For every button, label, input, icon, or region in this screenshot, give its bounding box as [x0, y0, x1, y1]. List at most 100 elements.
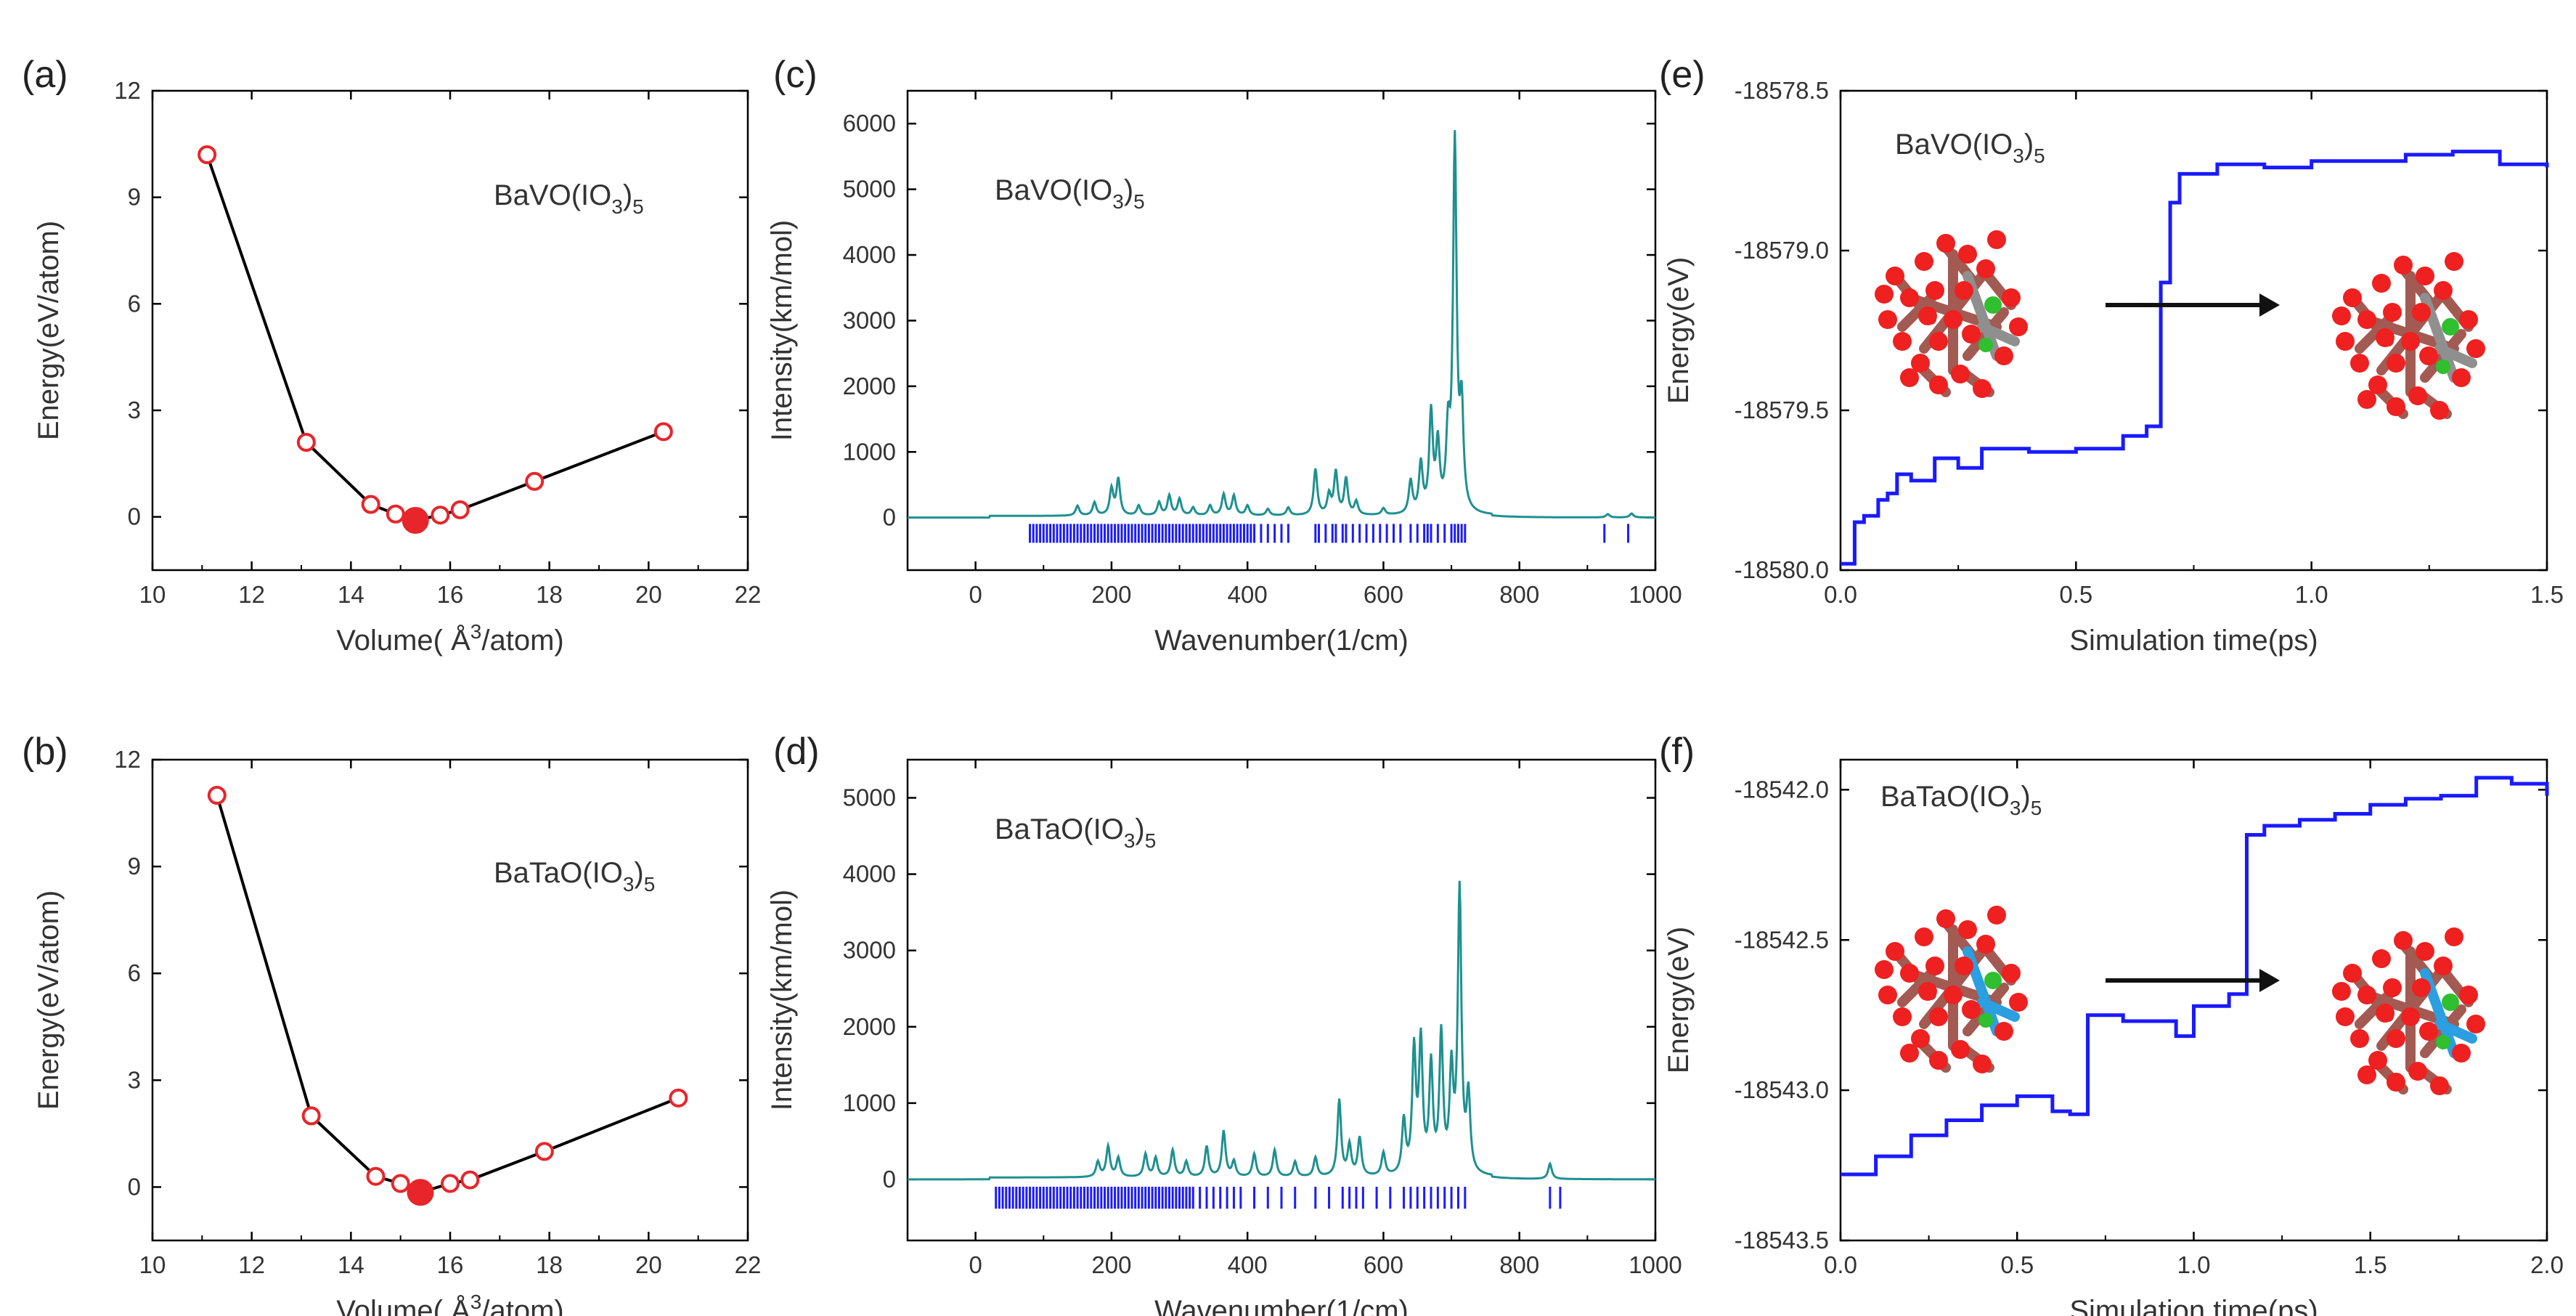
- y-tick-label: 0: [883, 504, 896, 531]
- x-tick-label: 0.5: [2000, 1251, 2034, 1278]
- oxygen-atom: [1878, 986, 1897, 1004]
- oxygen-atom: [1929, 1051, 1948, 1070]
- x-axis-label: Simulation time(ps): [2069, 625, 2318, 657]
- compound-label-sub2: 5: [2034, 145, 2045, 167]
- compound-label-sub: 3: [2010, 797, 2021, 819]
- y-tick-label: 0: [883, 1166, 896, 1193]
- y-tick-label: 0: [128, 1173, 141, 1200]
- x-tick-label: 400: [1228, 1251, 1268, 1278]
- green-atom: [2442, 994, 2459, 1011]
- oxygen-atom: [2445, 252, 2463, 271]
- compound-label-tail: ): [1124, 174, 1133, 206]
- oxygen-atom: [2387, 354, 2405, 373]
- x-tick-label: 10: [139, 581, 166, 608]
- oxygen-atom: [2376, 1004, 2394, 1023]
- data-point: [669, 1088, 688, 1108]
- oxygen-atom: [1918, 982, 1937, 1001]
- plot-frame: [151, 758, 749, 1242]
- compound-label-sub2: 5: [1145, 829, 1157, 852]
- oxygen-atom: [2430, 401, 2449, 420]
- x-axis-label-unit: Å: [451, 624, 470, 657]
- x-axis-label: Wavenumber(1/cm): [1154, 1295, 1409, 1316]
- y-tick-label: -18579.5: [1735, 397, 1829, 423]
- compound-label: BaVO(IO3)5: [494, 179, 644, 218]
- y-axis-label: Intensity(km/mol): [766, 890, 798, 1111]
- y-tick-label: -18543.5: [1735, 1227, 1829, 1254]
- metal-bond: [1977, 997, 2020, 1022]
- green-atom: [1978, 1013, 1993, 1028]
- panel-letter: (e): [1659, 54, 1705, 96]
- y-tick-label: 6000: [843, 110, 896, 137]
- ir-spectrum-line: [908, 130, 1655, 519]
- x-tick-label: 0.0: [1824, 581, 1857, 608]
- data-point: [525, 471, 545, 491]
- oxygen-atom: [2416, 942, 2434, 961]
- oxygen-atom: [1976, 259, 1995, 278]
- oxygen-atom: [2387, 1073, 2405, 1092]
- x-tick-label: 22: [735, 581, 762, 608]
- x-tick-label: 800: [1499, 581, 1539, 608]
- oxygen-atom: [2357, 986, 2376, 1004]
- oxygen-atom: [2387, 1029, 2405, 1048]
- x-axis-label: Wavenumber(1/cm): [1154, 625, 1409, 657]
- x-axis-label-part: /atom): [481, 1295, 563, 1316]
- y-tick-label: 3000: [843, 306, 896, 333]
- oxygen-atom: [1875, 285, 1894, 304]
- data-point: [391, 1174, 410, 1193]
- compound-label-sub: 3: [2013, 145, 2024, 167]
- oxygen-atom: [2408, 1062, 2427, 1081]
- oxygen-atom: [1987, 906, 2006, 925]
- oxygen-atom: [1973, 1055, 1992, 1073]
- x-tick-label: 18: [536, 1251, 563, 1278]
- compound-label: BaTaO(IO3)5: [1880, 781, 2042, 819]
- oxygen-atom: [1925, 281, 1944, 300]
- oxygen-atom: [1900, 368, 1919, 387]
- plot-frame: [906, 89, 1657, 572]
- y-axis-label: Energy(eV): [1663, 257, 1695, 404]
- oxygen-atom: [1900, 288, 1919, 307]
- oxygen-atom: [1987, 230, 2006, 249]
- green-atom: [1978, 338, 1993, 352]
- data-point: [386, 504, 405, 524]
- oxygen-atom: [2383, 978, 2402, 997]
- oxygen-atom: [2412, 303, 2431, 322]
- oxygen-atom: [2350, 354, 2369, 373]
- compound-label-main: BaTaO(IO: [494, 857, 623, 889]
- compound-label-main: BaVO(IO: [995, 174, 1112, 206]
- oxygen-atom: [2332, 306, 2351, 325]
- y-tick-label: 4000: [843, 241, 896, 268]
- y-tick-label: -18542.0: [1735, 776, 1829, 803]
- y-axis-label: Intensity(km/mol): [766, 220, 798, 442]
- oxygen-atom: [2419, 1022, 2438, 1041]
- oxygen-atom: [1911, 354, 1930, 373]
- oxygen-atom: [2376, 328, 2394, 347]
- data-point: [197, 145, 217, 164]
- oxygen-atom: [1955, 956, 1973, 975]
- y-tick-label: 4000: [843, 861, 896, 888]
- green-atom: [2442, 318, 2459, 336]
- panel-letter: (d): [773, 731, 820, 773]
- compound-label-sub: 3: [1112, 190, 1124, 213]
- x-tick-label: 20: [635, 1251, 662, 1278]
- x-tick-label: 12: [238, 581, 265, 608]
- plot-frame: [151, 89, 749, 572]
- panel-f: (f) 0.0 0.5 1.0 1.5 2.0 -18543.5 -18543.0 -18542…: [1659, 731, 2564, 1316]
- y-tick-label: 0: [128, 503, 141, 530]
- oxygen-atom: [2412, 978, 2431, 997]
- equilibrium-point: [407, 1179, 434, 1206]
- oxygen-atom: [2430, 1076, 2449, 1095]
- oxygen-atom: [1925, 956, 1944, 975]
- y-tick-label: 6: [128, 290, 141, 317]
- x-tick-label: 2.0: [2530, 1251, 2564, 1278]
- oxygen-atom: [1973, 379, 1992, 398]
- compound-label-sub: 3: [1124, 829, 1136, 852]
- y-tick-label: 12: [114, 746, 141, 773]
- data-point: [653, 422, 673, 442]
- y-tick-label: 2000: [843, 1013, 896, 1040]
- y-tick-label: 5000: [843, 784, 896, 811]
- panel-letter: (a): [22, 54, 68, 96]
- data-point: [460, 1170, 480, 1190]
- oxygen-atom: [2419, 346, 2438, 365]
- green-atom: [2436, 1035, 2450, 1049]
